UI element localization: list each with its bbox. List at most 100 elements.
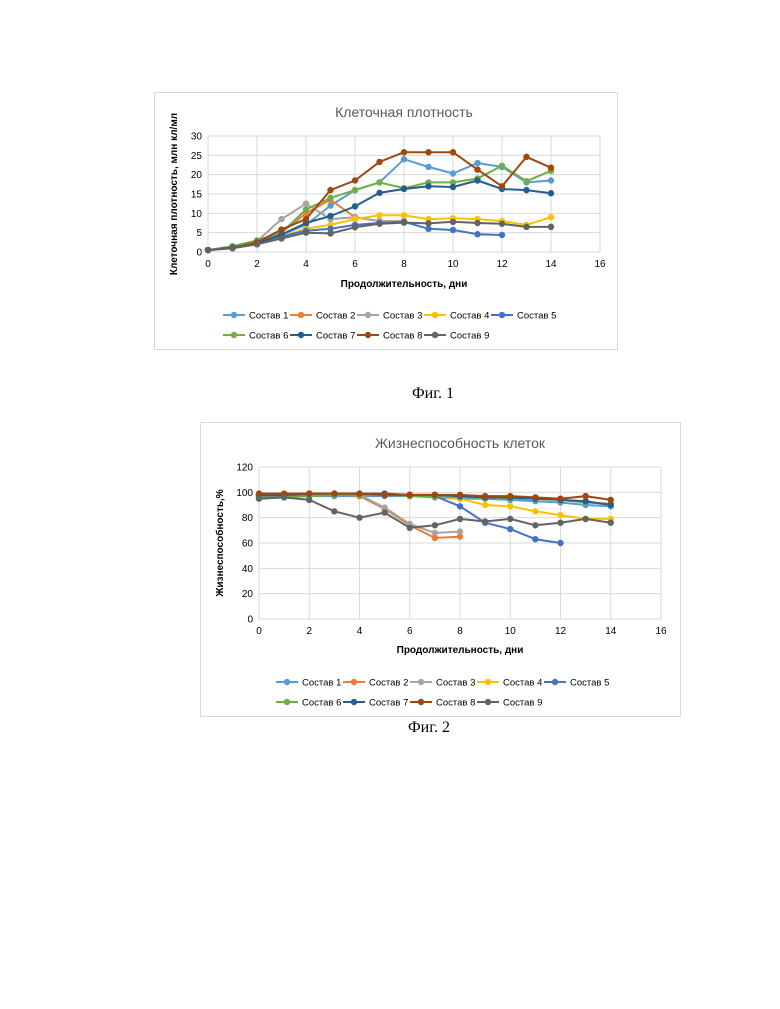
y-axis-label: Клеточная плотность, млн кл/мл	[169, 113, 180, 275]
data-point	[450, 227, 456, 233]
y-tick-label: 20	[191, 170, 203, 181]
data-point	[523, 178, 529, 184]
x-tick-label: 16	[594, 259, 606, 270]
legend-entry: Состав 9	[503, 698, 542, 709]
x-tick-label: 12	[496, 259, 508, 270]
data-point	[548, 224, 554, 230]
legend-entry: Состав 4	[503, 678, 542, 689]
legend-swatch-marker	[298, 312, 304, 318]
x-tick-label: 14	[605, 626, 617, 637]
data-point	[352, 187, 358, 193]
data-point	[482, 502, 488, 508]
x-tick-label: 10	[447, 259, 459, 270]
data-point	[548, 190, 554, 196]
data-point	[457, 516, 463, 522]
y-tick-label: 0	[247, 615, 253, 626]
data-point	[281, 494, 287, 500]
x-tick-label: 14	[545, 259, 557, 270]
data-point	[376, 221, 382, 227]
legend-entry: Состав 5	[570, 678, 609, 689]
data-point	[457, 503, 463, 509]
legend-swatch-marker	[298, 332, 304, 338]
x-axis-label: Продолжительность, дни	[341, 279, 468, 290]
data-point	[482, 493, 488, 499]
data-point	[331, 490, 337, 496]
chart-title: Клеточная плотность	[335, 104, 473, 120]
data-point	[376, 159, 382, 165]
data-point	[327, 202, 333, 208]
data-point	[278, 226, 284, 232]
data-point	[376, 212, 382, 218]
data-point	[507, 526, 513, 532]
cell-density-chart: Клеточная плотность051015202530024681012…	[155, 93, 617, 349]
data-point	[548, 214, 554, 220]
data-point	[499, 221, 505, 227]
data-point	[303, 200, 309, 206]
data-point	[401, 212, 407, 218]
legend-swatch-marker	[418, 699, 424, 705]
x-tick-label: 8	[457, 626, 463, 637]
data-point	[425, 183, 431, 189]
x-tick-label: 4	[357, 626, 363, 637]
series-line	[208, 166, 551, 250]
data-point	[499, 183, 505, 189]
y-tick-label: 120	[236, 463, 253, 474]
data-point	[425, 220, 431, 226]
data-point	[557, 520, 563, 526]
x-tick-label: 2	[254, 259, 260, 270]
legend-swatch-marker	[231, 312, 237, 318]
x-tick-label: 16	[655, 626, 667, 637]
y-tick-label: 0	[196, 248, 202, 259]
data-point	[457, 528, 463, 534]
data-point	[376, 179, 382, 185]
data-point	[303, 206, 309, 212]
x-tick-label: 2	[306, 626, 312, 637]
data-point	[507, 503, 513, 509]
data-point	[499, 232, 505, 238]
data-point	[327, 230, 333, 236]
data-point	[523, 224, 529, 230]
y-tick-label: 10	[191, 209, 203, 220]
data-point	[474, 160, 480, 166]
data-point	[306, 490, 312, 496]
y-tick-label: 25	[191, 151, 203, 162]
y-tick-label: 15	[191, 190, 203, 201]
data-point	[352, 216, 358, 222]
data-point	[376, 190, 382, 196]
x-tick-label: 12	[555, 626, 567, 637]
data-point	[254, 241, 260, 247]
legend-entry: Состав 5	[517, 311, 556, 322]
y-tick-label: 60	[242, 539, 254, 550]
data-point	[608, 520, 614, 526]
data-point	[608, 497, 614, 503]
legend-swatch-marker	[432, 332, 438, 338]
x-tick-label: 10	[505, 626, 517, 637]
data-point	[303, 216, 309, 222]
data-point	[548, 165, 554, 171]
x-tick-label: 0	[256, 626, 262, 637]
legend-swatch-marker	[418, 679, 424, 685]
data-point	[523, 154, 529, 160]
cell-viability-chart-frame: Жизнеспособность клеток02040608010012002…	[200, 422, 681, 717]
legend-entry: Состав 8	[436, 698, 475, 709]
figure-2-caption: Фиг. 2	[408, 719, 450, 737]
cell-viability-chart: Жизнеспособность клеток02040608010012002…	[201, 423, 680, 716]
data-point	[532, 522, 538, 528]
legend-entry: Состав 2	[369, 678, 408, 689]
data-point	[482, 518, 488, 524]
data-point	[457, 492, 463, 498]
data-point	[327, 195, 333, 201]
legend-swatch-marker	[552, 679, 558, 685]
legend-entry: Состав 1	[249, 311, 288, 322]
legend-swatch-marker	[499, 312, 505, 318]
data-point	[532, 494, 538, 500]
y-tick-label: 30	[191, 132, 203, 143]
data-point	[352, 203, 358, 209]
data-point	[381, 509, 387, 515]
chart-title: Жизнеспособность клеток	[375, 435, 546, 451]
legend-swatch-marker	[284, 679, 290, 685]
data-point	[256, 495, 262, 501]
x-tick-label: 4	[303, 259, 309, 270]
data-point	[425, 164, 431, 170]
legend-swatch-marker	[351, 699, 357, 705]
